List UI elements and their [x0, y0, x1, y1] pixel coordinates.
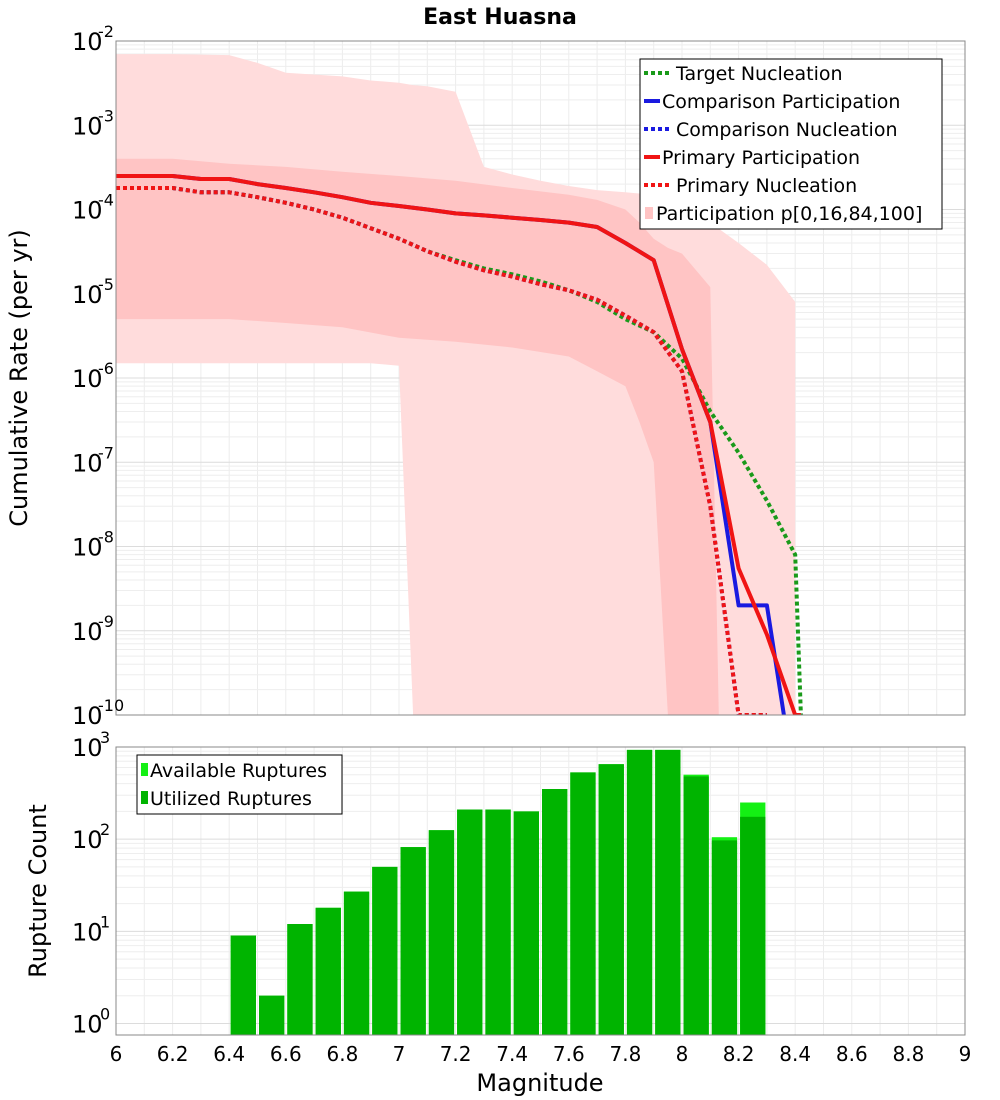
top-y-tick-exponent: -6 [98, 359, 114, 378]
top-y-tick-base: 10 [72, 618, 103, 646]
legend-label-participation-band: Participation p[0,16,84,100] [656, 203, 922, 225]
x-tick-label: 8 [676, 1042, 689, 1066]
bar-utilized [740, 816, 766, 1035]
top-plot-frame [115, 40, 966, 716]
top-y-tick-exponent: -4 [98, 191, 114, 210]
top-y-tick-base: 10 [72, 281, 103, 309]
legend-swatch-utilized-ruptures [141, 791, 148, 804]
legend-label-primary-participation: Primary Participation [662, 147, 860, 169]
x-tick-label: 7.4 [496, 1042, 528, 1066]
bar-utilized [259, 995, 285, 1035]
top-legend-box [639, 58, 943, 230]
top-y-tick-base: 10 [72, 112, 103, 140]
bottom-y-tick-exponent: 1 [100, 912, 110, 931]
bar-utilized [598, 764, 624, 1035]
bottom-y-tick-base: 10 [72, 734, 103, 762]
bar-utilized [683, 776, 709, 1035]
bottom-bars [230, 749, 766, 1035]
bottom-plot-frame [115, 746, 966, 1036]
bar-utilized [655, 749, 681, 1035]
bar-utilized [570, 772, 596, 1035]
top-y-tick-base: 10 [72, 28, 103, 56]
top-y-tick-base: 10 [72, 365, 103, 393]
bar-utilized [372, 866, 398, 1035]
bottom-y-tick-base: 10 [72, 826, 103, 854]
series-primary-participation [116, 174, 801, 715]
top-y-tick-exponent: -5 [98, 275, 114, 294]
bottom-y-tick-base: 10 [72, 918, 103, 946]
bottom-y-tick-exponent: 0 [100, 1004, 110, 1023]
bottom-y-tick-exponent: 3 [100, 728, 110, 747]
x-tick-label: 8.6 [836, 1042, 868, 1066]
x-tick-label: 6.4 [213, 1042, 245, 1066]
series-primary-nucleation [116, 186, 767, 715]
x-axis-title: Magnitude [476, 1069, 603, 1097]
top-y-tick-exponent: -3 [98, 106, 114, 125]
legend-label-primary-nucleation: Primary Nucleation [676, 175, 857, 197]
legend-label-available-ruptures: Available Ruptures [150, 760, 327, 782]
top-y-tick-exponent: -10 [98, 696, 124, 715]
bar-utilized [315, 907, 341, 1035]
top-y-tick-exponent: -9 [98, 612, 114, 631]
bar-utilized [230, 935, 256, 1035]
x-tick-label: 7 [393, 1042, 406, 1066]
legend-label-comparison-participation: Comparison Participation [662, 91, 900, 113]
x-tick-label: 8.2 [723, 1042, 755, 1066]
x-tick-label: 6 [110, 1042, 123, 1066]
top-y-axis-title: Cumulative Rate (per yr) [5, 229, 33, 527]
top-y-tick-base: 10 [72, 702, 103, 730]
bar-utilized [428, 830, 455, 1035]
bottom-legend-box [136, 754, 343, 815]
bottom-legend: Available Ruptures Utilized Ruptures [136, 754, 343, 815]
bar-utilized [542, 789, 568, 1035]
bottom-y-axis-title: Rupture Count [24, 804, 52, 978]
top-lines [116, 174, 803, 715]
legend-label-utilized-ruptures: Utilized Ruptures [150, 788, 312, 810]
bar-utilized [343, 891, 370, 1035]
top-y-tick-base: 10 [72, 534, 103, 562]
bottom-y-tick-exponent: 2 [100, 820, 110, 839]
legend-label-comparison-nucleation: Comparison Nucleation [676, 119, 898, 141]
x-tick-label: 6.6 [270, 1042, 302, 1066]
x-tick-label: 6.2 [157, 1042, 189, 1066]
chart-title: East Huasna [423, 5, 577, 30]
top-legend: Target Nucleation Comparison Participati… [639, 58, 943, 230]
x-tick-label: 7.2 [440, 1042, 472, 1066]
x-tick-label: 7.8 [609, 1042, 641, 1066]
top-y-tick-base: 10 [72, 449, 103, 477]
x-tick-label: 7.6 [553, 1042, 585, 1066]
top-y-tick-exponent: -2 [98, 22, 114, 41]
x-tick-label: 8.4 [779, 1042, 811, 1066]
bar-utilized [400, 847, 426, 1035]
bottom-x-ticks: 6 6.2 6.4 6.6 6.8 7 7.2 7.4 7.6 7.8 8 8.2 8.4 8.6 8.8 9 [110, 1042, 972, 1066]
x-tick-label: 8.8 [892, 1042, 924, 1066]
bar-utilized [287, 924, 313, 1035]
bar-utilized [513, 811, 539, 1035]
top-y-tick-exponent: -8 [98, 528, 114, 547]
bar-utilized [711, 840, 738, 1035]
bar-utilized [457, 809, 483, 1035]
bottom-y-tick-base: 10 [72, 1010, 103, 1038]
legend-label-target-nucleation: Target Nucleation [675, 63, 843, 85]
x-tick-label: 6.8 [326, 1042, 358, 1066]
bar-utilized [626, 749, 653, 1035]
legend-swatch-participation-band [645, 207, 653, 219]
legend-swatch-available-ruptures [141, 763, 148, 776]
top-bands [116, 54, 796, 715]
x-tick-label: 9 [959, 1042, 972, 1066]
top-y-tick-base: 10 [72, 197, 103, 225]
participation-band-1 [116, 158, 719, 715]
top-y-tick-exponent: -7 [98, 443, 114, 462]
bar-utilized [485, 809, 511, 1035]
